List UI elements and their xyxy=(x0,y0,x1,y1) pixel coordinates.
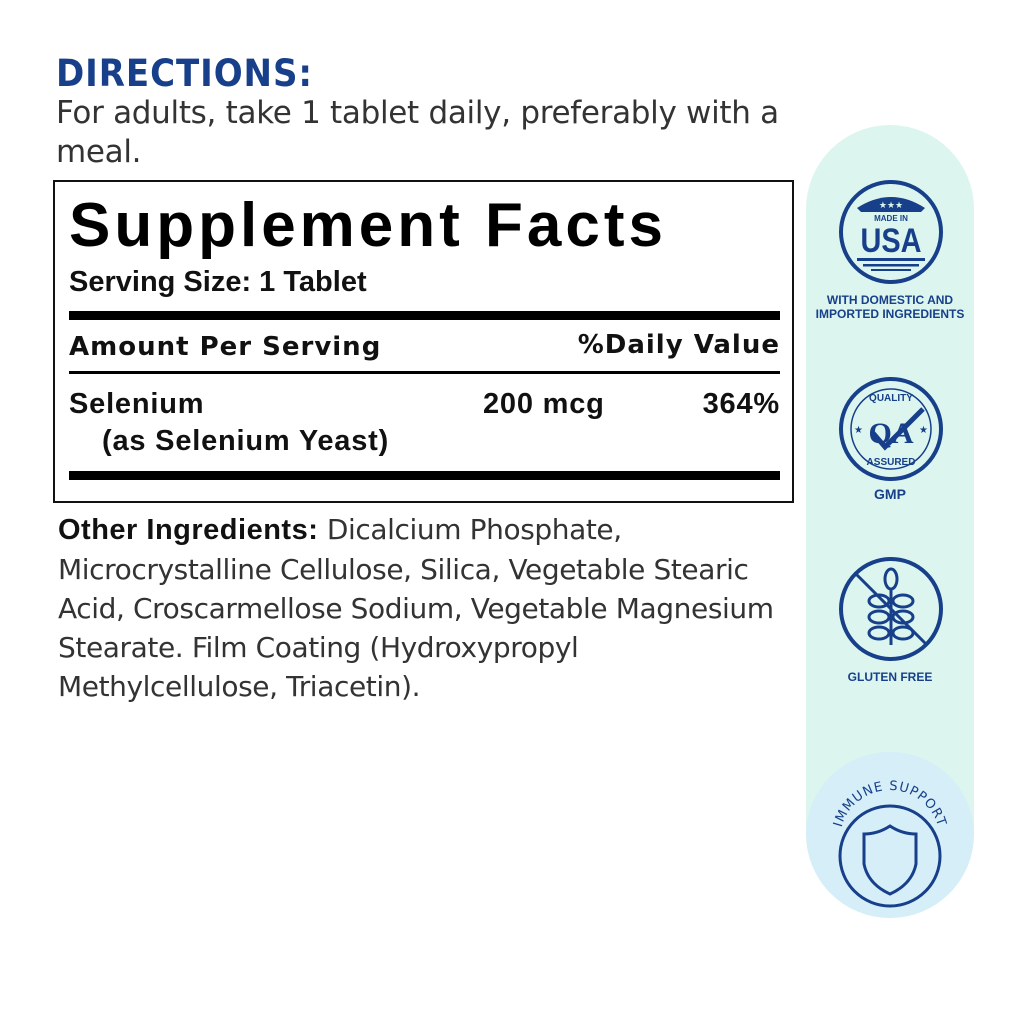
svg-text:QUALITY: QUALITY xyxy=(869,393,913,404)
svg-text:IMMUNE SUPPORT: IMMUNE SUPPORT xyxy=(831,779,949,829)
nutrient-amount: 200 mcg xyxy=(483,388,605,420)
other-ingredients-text: Dicalcium Phosphate, Microcrystalline Ce… xyxy=(58,513,774,703)
nutrient-row: Selenium (as Selenium Yeast) 200 mcg 364… xyxy=(69,388,780,458)
quality-assured-icon: QUALITY QA ASSURED ★ ★ xyxy=(839,377,943,481)
thick-divider xyxy=(69,311,780,320)
gluten-free-icon xyxy=(839,557,943,661)
amount-per-serving-header: Amount Per Serving xyxy=(69,332,382,362)
usa-text: USA xyxy=(860,221,921,260)
svg-text:★★★: ★★★ xyxy=(879,201,903,211)
shield-icon: IMMUNE SUPPORT xyxy=(831,779,949,908)
gmp-label: GMP xyxy=(874,486,906,502)
thick-divider-bottom xyxy=(69,471,780,480)
svg-text:★: ★ xyxy=(854,425,863,436)
other-ingredients: Other Ingredients: Dicalcium Phosphate, … xyxy=(58,510,798,706)
made-in-text: MADE IN xyxy=(874,214,908,223)
nutrient-source: (as Selenium Yeast) xyxy=(102,425,390,457)
thin-divider xyxy=(69,371,780,374)
directions-heading: DIRECTIONS: xyxy=(56,52,313,95)
facts-header-row: Amount Per Serving %Daily Value xyxy=(69,330,780,362)
usa-label: WITH DOMESTIC AND IMPORTED INGREDIENTS xyxy=(815,293,965,321)
other-ingredients-label: Other Ingredients: xyxy=(58,514,319,546)
nutrient-name: Selenium xyxy=(69,388,205,420)
supplement-facts-panel: Supplement Facts Serving Size: 1 Tablet … xyxy=(53,180,794,503)
facts-title: Supplement Facts xyxy=(69,191,667,260)
gluten-free-label: GLUTEN FREE xyxy=(847,670,933,684)
svg-text:ASSURED: ASSURED xyxy=(867,457,916,468)
made-in-usa-icon: ★★★ MADE IN USA xyxy=(839,180,943,284)
serving-size: Serving Size: 1 Tablet xyxy=(69,266,367,298)
directions-text: For adults, take 1 tablet daily, prefera… xyxy=(56,95,779,170)
immune-support-badge xyxy=(806,752,974,918)
nutrient-dv: 364% xyxy=(702,388,780,420)
daily-value-header: %Daily Value xyxy=(577,330,780,360)
badges-column: ★★★ MADE IN USA WITH DOMESTIC AND IMPORTE… xyxy=(806,125,974,918)
svg-text:★: ★ xyxy=(919,425,928,436)
